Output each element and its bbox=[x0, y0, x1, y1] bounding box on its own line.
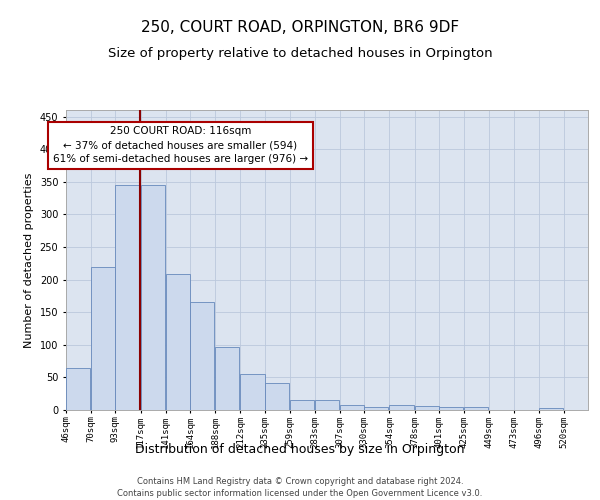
Text: 250 COURT ROAD: 116sqm
← 37% of detached houses are smaller (594)
61% of semi-de: 250 COURT ROAD: 116sqm ← 37% of detached… bbox=[53, 126, 308, 164]
Bar bbox=[415, 406, 439, 410]
Y-axis label: Number of detached properties: Number of detached properties bbox=[24, 172, 34, 348]
Bar bbox=[190, 302, 214, 410]
Bar bbox=[91, 266, 115, 410]
Text: Contains public sector information licensed under the Open Government Licence v3: Contains public sector information licen… bbox=[118, 489, 482, 498]
Bar bbox=[364, 406, 388, 410]
Bar bbox=[66, 368, 90, 410]
Bar bbox=[464, 406, 488, 410]
Bar bbox=[215, 346, 239, 410]
Text: 250, COURT ROAD, ORPINGTON, BR6 9DF: 250, COURT ROAD, ORPINGTON, BR6 9DF bbox=[141, 20, 459, 35]
Bar bbox=[439, 408, 463, 410]
Bar bbox=[315, 400, 339, 410]
Text: Contains HM Land Registry data © Crown copyright and database right 2024.: Contains HM Land Registry data © Crown c… bbox=[137, 478, 463, 486]
Bar bbox=[340, 406, 364, 410]
Text: Size of property relative to detached houses in Orpington: Size of property relative to detached ho… bbox=[107, 48, 493, 60]
Text: Distribution of detached houses by size in Orpington: Distribution of detached houses by size … bbox=[135, 442, 465, 456]
Bar bbox=[241, 374, 265, 410]
Bar bbox=[140, 185, 165, 410]
Bar bbox=[539, 408, 563, 410]
Bar bbox=[290, 400, 314, 410]
Bar bbox=[265, 382, 289, 410]
Bar bbox=[166, 274, 190, 410]
Bar bbox=[115, 185, 140, 410]
Bar bbox=[389, 405, 413, 410]
